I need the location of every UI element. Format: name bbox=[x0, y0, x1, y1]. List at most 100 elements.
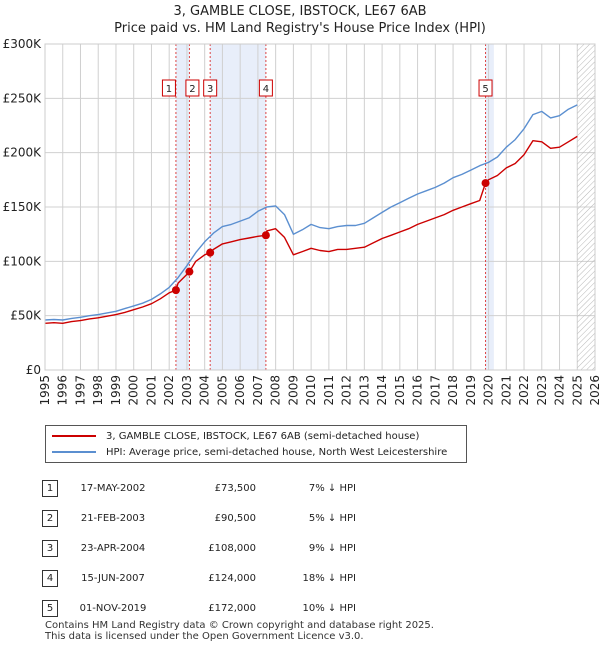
sale-hpi-diff: 5% ↓ HPI bbox=[308, 512, 356, 524]
forecast-hatch-area bbox=[577, 44, 595, 370]
sale-price: £172,000 bbox=[208, 602, 256, 614]
x-tick-label: 2021 bbox=[499, 375, 513, 406]
x-tick-label: 2023 bbox=[535, 375, 549, 406]
x-tick-label: 2026 bbox=[588, 375, 600, 406]
sale-date: 17-MAY-2002 bbox=[80, 482, 146, 494]
sale-label-frame bbox=[203, 79, 218, 97]
table-row: 2 21-FEB-2003 £90,500 5% ↓ HPI bbox=[42, 503, 356, 533]
y-tick-label: £200K bbox=[3, 146, 43, 160]
legend-label-hpi: HPI: Average price, semi-detached house,… bbox=[106, 446, 448, 458]
x-tick-label: 1996 bbox=[56, 375, 70, 406]
sale-label-box: 2 bbox=[185, 79, 200, 97]
x-axis: 1995 1996 1997 1998 1999 2000 2001 2002 2003 2004… bbox=[38, 375, 600, 406]
title-line-1: 3, GAMBLE CLOSE, IBSTOCK, LE67 6AB bbox=[173, 4, 427, 19]
table-row: 4 15-JUN-2007 £124,000 18% ↓ HPI bbox=[42, 563, 356, 593]
sale-index-badge: 3 bbox=[42, 539, 58, 557]
grid bbox=[44, 43, 596, 371]
x-tick-label: 2019 bbox=[464, 375, 478, 406]
footer-license: This data is licensed under the Open Gov… bbox=[45, 631, 364, 642]
x-tick-label: 2010 bbox=[304, 375, 318, 406]
x-tick-label: 2002 bbox=[162, 375, 176, 406]
sale-label-text: 5 bbox=[482, 84, 488, 95]
x-tick-label: 1995 bbox=[38, 375, 52, 406]
y-tick-label: £250K bbox=[3, 91, 43, 105]
x-tick-label: 2007 bbox=[251, 375, 265, 406]
y-tick-label: £300K bbox=[3, 37, 43, 51]
legend-item-property: 3, GAMBLE CLOSE, IBSTOCK, LE67 6AB (semi… bbox=[52, 428, 419, 444]
x-tick-label: 2003 bbox=[180, 375, 194, 406]
price-chart: 1 2 3 4 5 £0 £50K £100K £150K £200K £250K £300K 19… bbox=[3, 37, 600, 406]
x-tick-label: 2013 bbox=[357, 375, 371, 406]
sale-price: £90,500 bbox=[214, 512, 256, 524]
legend-swatch-hpi bbox=[52, 451, 96, 453]
x-tick-label: 2024 bbox=[553, 375, 567, 406]
table-row: 3 23-APR-2004 £108,000 9% ↓ HPI bbox=[42, 533, 356, 563]
sale-price: £108,000 bbox=[208, 542, 256, 554]
sale-label-text: 4 bbox=[263, 84, 269, 95]
x-tick-label: 2022 bbox=[517, 375, 531, 406]
x-tick-label: 2011 bbox=[322, 375, 336, 406]
y-tick-label: £100K bbox=[3, 254, 43, 268]
sale-label-frame bbox=[478, 79, 493, 97]
plot-frame bbox=[44, 43, 596, 371]
x-tick-label: 2008 bbox=[269, 375, 283, 406]
chart-title: 3, GAMBLE CLOSE, IBSTOCK, LE67 6AB Price… bbox=[0, 3, 600, 37]
sale-label-frame bbox=[185, 79, 200, 97]
x-tick-label: 1999 bbox=[109, 375, 123, 406]
x-tick-label: 2020 bbox=[482, 375, 496, 406]
sale-point bbox=[481, 179, 490, 188]
y-tick-label: £0 bbox=[26, 363, 41, 377]
sale-index-badge: 2 bbox=[42, 509, 58, 527]
footer: Contains HM Land Registry data © Crown c… bbox=[45, 620, 434, 642]
sale-point bbox=[185, 267, 194, 276]
y-axis: £0 £50K £100K £150K £200K £250K £300K bbox=[3, 37, 43, 377]
x-tick-label: 2004 bbox=[198, 375, 212, 406]
x-tick-label: 1997 bbox=[73, 375, 87, 406]
y-tick-label: £50K bbox=[10, 309, 42, 323]
x-tick-label: 2014 bbox=[375, 375, 389, 406]
sale-hpi-diff: 10% ↓ HPI bbox=[302, 602, 356, 614]
sale-price: £73,500 bbox=[214, 482, 256, 494]
x-tick-label: 2017 bbox=[428, 375, 442, 406]
x-tick-label: 2015 bbox=[393, 375, 407, 406]
sale-labels: 1 2 3 4 5 bbox=[161, 79, 493, 97]
sale-label-frame bbox=[161, 79, 176, 97]
footer-copyright: Contains HM Land Registry data © Crown c… bbox=[45, 620, 434, 631]
legend: 3, GAMBLE CLOSE, IBSTOCK, LE67 6AB (semi… bbox=[45, 425, 467, 463]
sale-hpi-diff: 7% ↓ HPI bbox=[308, 482, 356, 494]
sale-index-badge: 4 bbox=[42, 569, 58, 587]
sale-index-badge: 5 bbox=[42, 599, 58, 617]
sale-date: 01-NOV-2019 bbox=[79, 602, 147, 614]
sale-index-badge: 1 bbox=[42, 479, 58, 497]
y-tick-label: £150K bbox=[3, 200, 43, 214]
forecast-hatch bbox=[577, 44, 595, 370]
sale-points bbox=[171, 179, 490, 295]
x-tick-label: 2009 bbox=[286, 375, 300, 406]
x-tick-label: 2000 bbox=[127, 375, 141, 406]
sale-label-text: 2 bbox=[189, 84, 195, 95]
legend-swatch-property bbox=[52, 435, 96, 437]
x-tick-label: 2001 bbox=[144, 375, 158, 406]
sale-label-box: 3 bbox=[203, 79, 218, 97]
title-line-2: Price paid vs. HM Land Registry's House … bbox=[114, 21, 486, 36]
x-tick-label: 2018 bbox=[446, 375, 460, 406]
transactions-table: 1 17-MAY-2002 £73,500 7% ↓ HPI 2 21-FEB-… bbox=[42, 473, 356, 623]
sale-date: 21-FEB-2003 bbox=[80, 512, 146, 524]
table-row: 1 17-MAY-2002 £73,500 7% ↓ HPI bbox=[42, 473, 356, 503]
x-tick-label: 2012 bbox=[340, 375, 354, 406]
sale-date: 15-JUN-2007 bbox=[81, 572, 145, 584]
sale-price: £124,000 bbox=[208, 572, 256, 584]
sale-label-box: 1 bbox=[161, 79, 176, 97]
sale-hpi-diff: 18% ↓ HPI bbox=[302, 572, 356, 584]
x-tick-label: 2005 bbox=[215, 375, 229, 406]
sale-label-text: 3 bbox=[207, 84, 213, 95]
legend-label-property: 3, GAMBLE CLOSE, IBSTOCK, LE67 6AB (semi… bbox=[106, 430, 420, 442]
x-tick-label: 2016 bbox=[411, 375, 425, 406]
x-tick-label: 2006 bbox=[233, 375, 247, 406]
sale-label-box: 5 bbox=[478, 79, 493, 97]
hpi-line bbox=[45, 104, 578, 321]
sale-date: 23-APR-2004 bbox=[80, 542, 146, 554]
sale-point bbox=[261, 231, 270, 240]
sale-label-frame bbox=[258, 79, 273, 97]
legend-item-hpi: HPI: Average price, semi-detached house,… bbox=[52, 444, 447, 460]
